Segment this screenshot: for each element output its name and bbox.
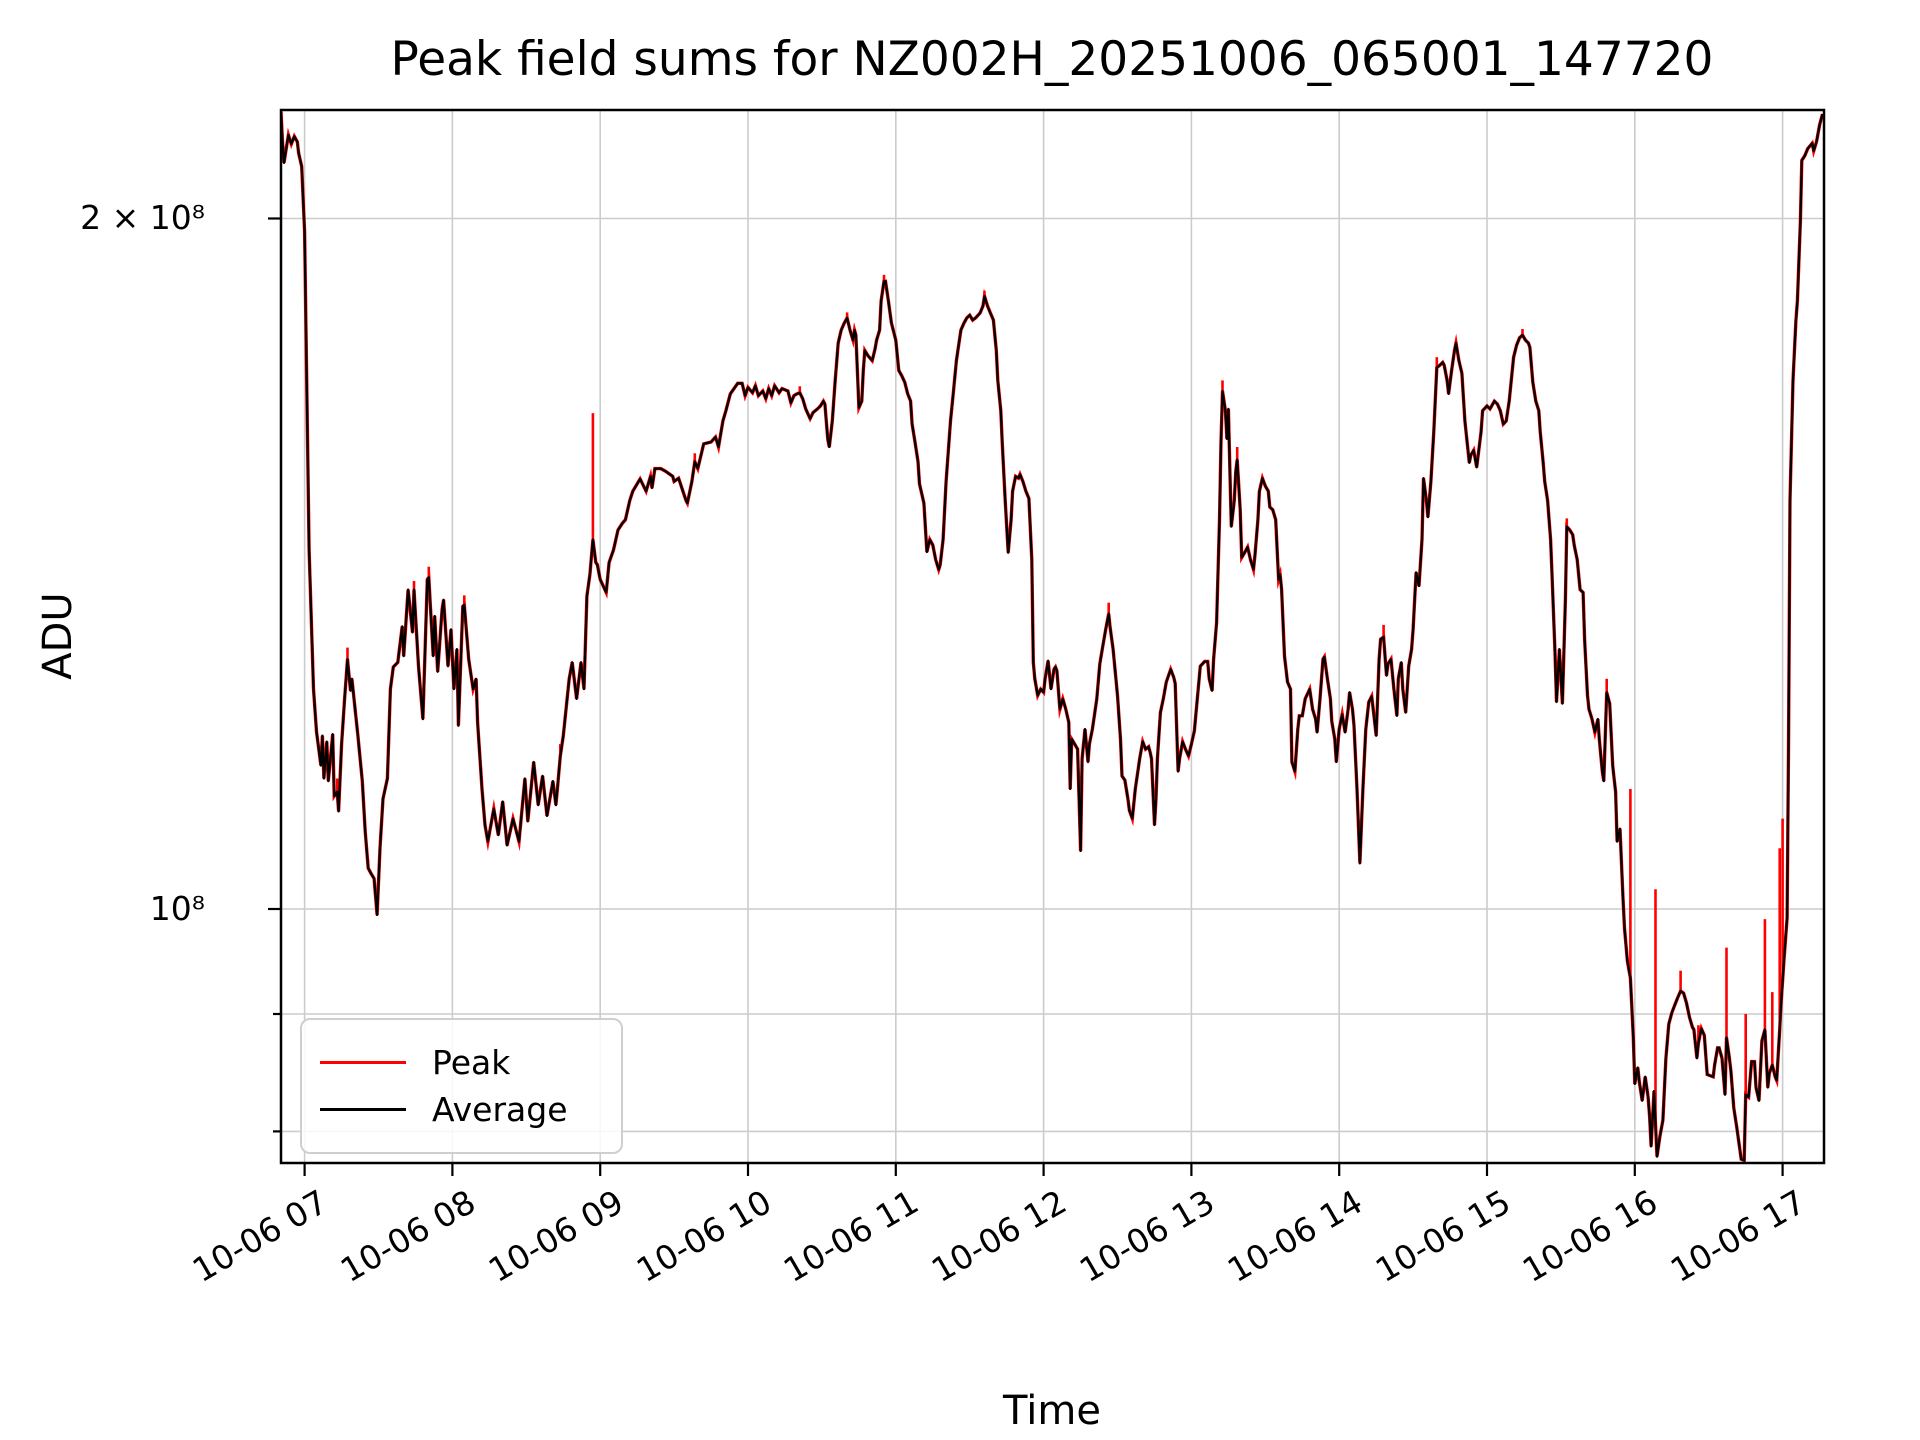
legend-label-average: Average (432, 1090, 568, 1129)
legend-item-peak: Peak (302, 1046, 621, 1079)
legend-label-peak: Peak (432, 1043, 511, 1082)
peak-line-sample-icon (320, 1061, 406, 1064)
y-axis-label: ADU (35, 592, 81, 680)
average-line-sample-icon (320, 1108, 406, 1111)
legend: Peak Average (300, 1018, 623, 1154)
x-axis-label: Time (1003, 1388, 1101, 1434)
legend-item-average: Average (302, 1093, 621, 1126)
chart-title: Peak field sums for NZ002H_20251006_0650… (390, 32, 1714, 87)
y-tick-label: 2 × 10⁸ (80, 198, 205, 238)
y-tick-label: 10⁸ (149, 889, 205, 929)
